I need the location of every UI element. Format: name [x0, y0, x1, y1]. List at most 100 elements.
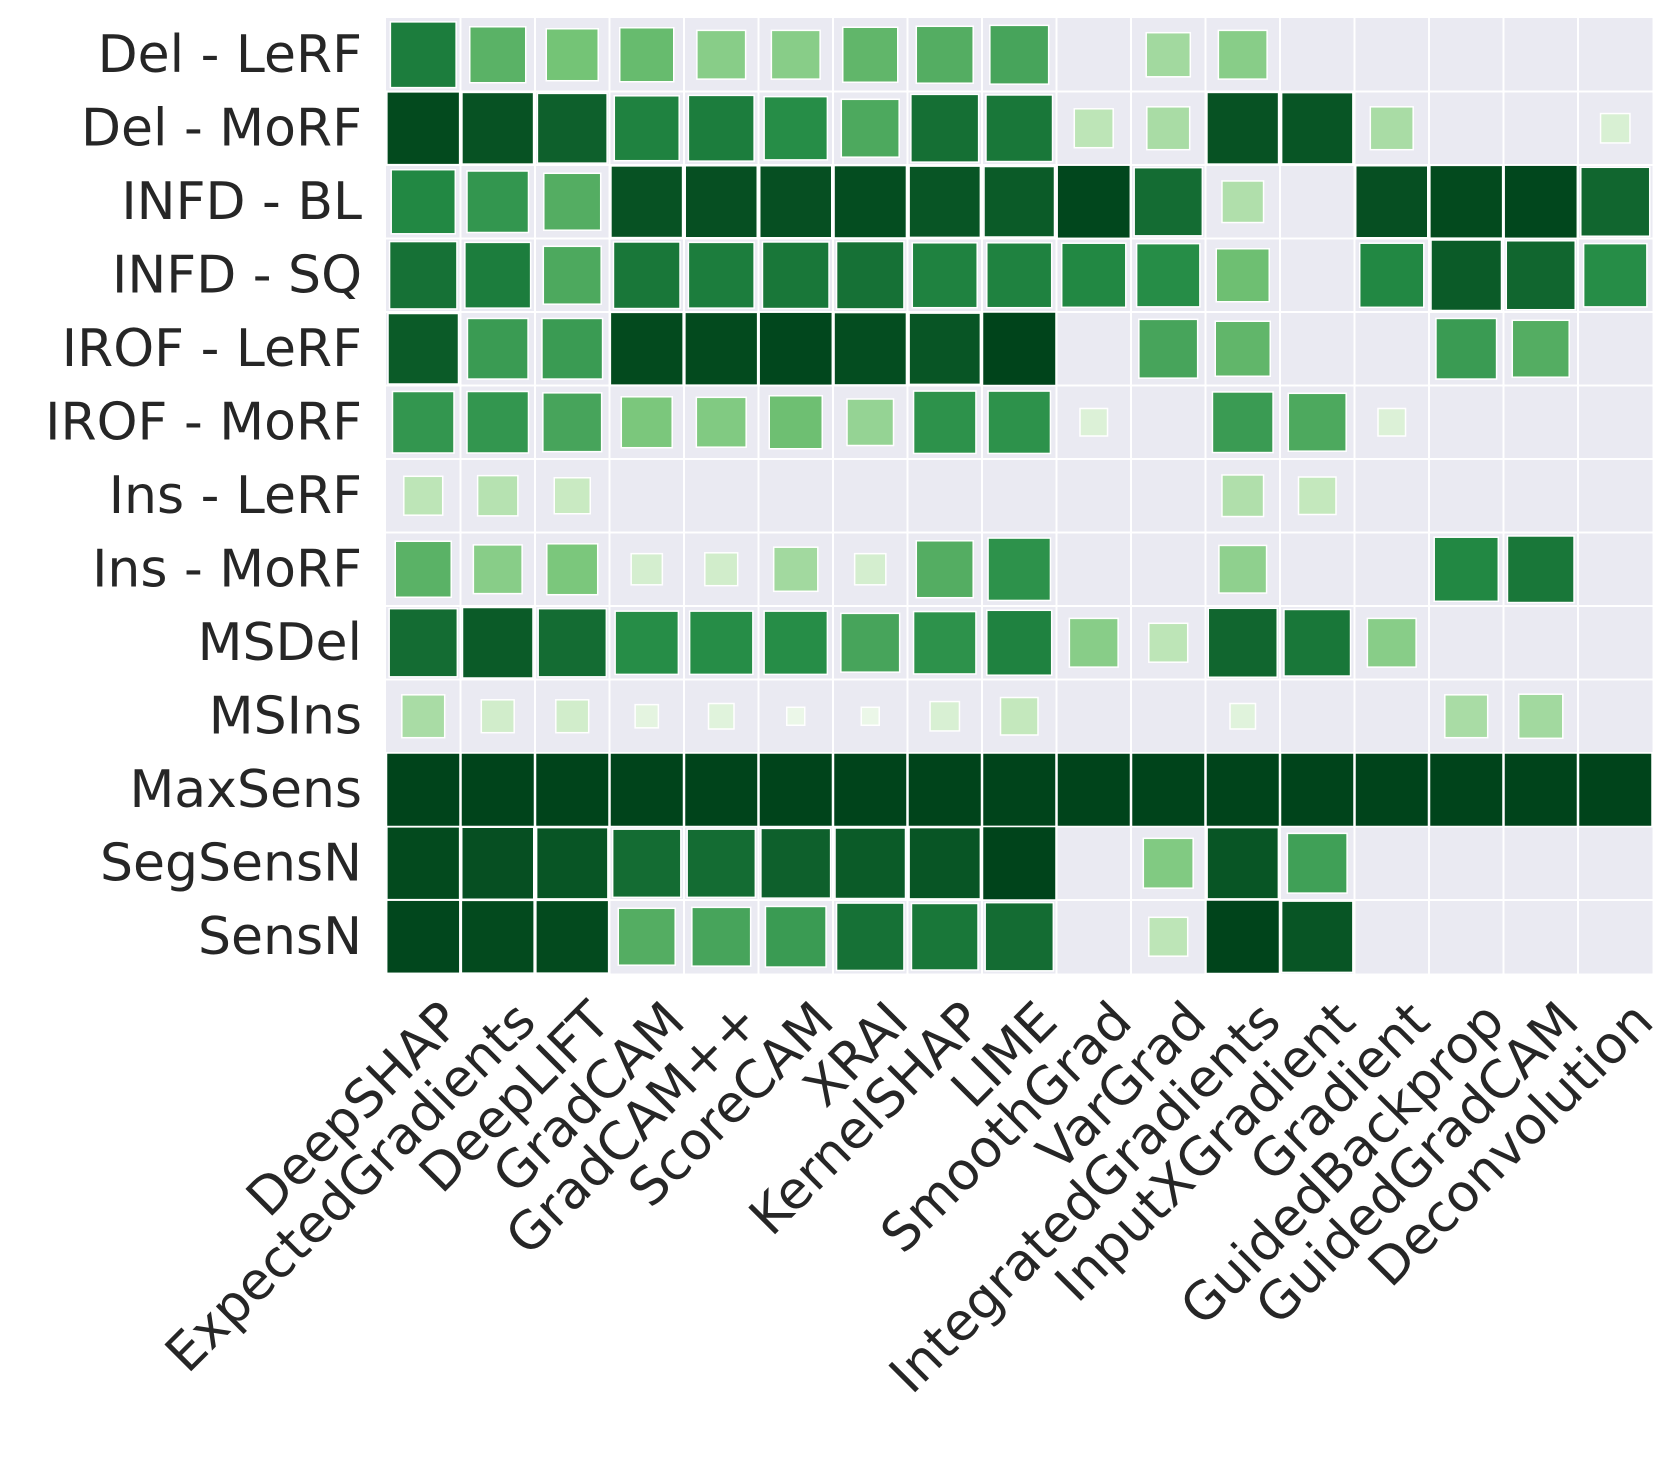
heatmap-cell: [908, 165, 982, 239]
heatmap-cell: [613, 95, 680, 162]
heatmap-cell: [1506, 535, 1575, 604]
heatmap-cell: [687, 94, 755, 162]
heatmap-cell: [684, 311, 759, 386]
heatmap-cell: [1582, 242, 1648, 308]
heatmap-cell: [684, 164, 758, 239]
heatmap-cell: [394, 540, 452, 598]
heatmap-cell: [1503, 164, 1579, 240]
heatmap-cell: [981, 311, 1057, 387]
heatmap-cell: [986, 242, 1053, 309]
heatmap-cell: [989, 24, 1050, 85]
heatmap-cell: [999, 696, 1039, 736]
heatmap-cell: [390, 168, 457, 235]
heatmap-cell: [535, 899, 610, 974]
heatmap-cell: [537, 607, 608, 678]
heatmap-cell: [609, 752, 685, 828]
heatmap-cell: [1577, 752, 1653, 828]
row-label: Del - LeRF: [98, 25, 362, 85]
heatmap-cell: [761, 241, 830, 310]
heatmap-cell: [908, 312, 982, 386]
heatmap-cell: [617, 907, 676, 966]
heatmap-cell: [610, 165, 684, 239]
heatmap-cell: [541, 317, 604, 380]
heatmap-cell: [1146, 106, 1191, 151]
heatmap-cell: [612, 241, 681, 310]
heatmap-cell: [770, 29, 821, 80]
heatmap-cell: [1206, 826, 1280, 900]
heatmap-cell: [908, 826, 982, 900]
heatmap-cell: [464, 241, 532, 309]
heatmap-cell: [860, 706, 880, 726]
heatmap-cell: [758, 752, 834, 828]
heatmap-cell: [1133, 166, 1204, 237]
heatmap-cell: [842, 26, 899, 83]
heatmap-cell: [1429, 164, 1504, 239]
heatmap-cell: [768, 395, 823, 450]
heatmap-cell: [1148, 622, 1189, 663]
heatmap-cell: [1599, 112, 1631, 144]
heatmap-cell: [1444, 694, 1489, 739]
heatmap-cell: [535, 826, 609, 900]
heatmap-cell: [1148, 916, 1189, 957]
heatmap-cell: [1433, 536, 1500, 603]
heatmap-cell: [461, 91, 535, 165]
heatmap-cell: [1283, 608, 1352, 677]
row-label: IROF - MoRF: [45, 392, 362, 452]
row-labels: Del - LeRF Del - MoRF INFD - BL INFD - SQ IR…: [45, 25, 362, 967]
heatmap-cell: [1280, 900, 1354, 974]
heatmap-cell: [1280, 91, 1354, 165]
heatmap-cell: [1218, 544, 1268, 594]
heatmap-cell: [1060, 242, 1127, 309]
heatmap-cell: [985, 94, 1054, 163]
heatmap-cell: [986, 609, 1053, 676]
heatmap-cell: [1206, 91, 1280, 165]
heatmap-cell: [1354, 752, 1430, 828]
heatmap-cell: [929, 700, 961, 732]
heatmap-cell: [1130, 752, 1206, 828]
heatmap-cell: [1073, 108, 1114, 149]
heatmap-cell: [983, 165, 1056, 238]
row-label: MSIns: [209, 686, 362, 746]
heatmap-cell: [1580, 166, 1651, 237]
heatmap-cell: [466, 390, 530, 454]
heatmap-cell: [388, 607, 459, 678]
heatmap-cell: [772, 546, 819, 593]
heatmap-cell: [1297, 476, 1337, 516]
heatmap-cell: [534, 752, 610, 828]
heatmap-cell: [760, 827, 832, 899]
heatmap-cell: [1221, 474, 1265, 518]
heatmap-cell: [403, 475, 444, 516]
heatmap-cell: [460, 899, 535, 974]
heatmap-cell: [915, 540, 974, 599]
heatmap-cell: [912, 390, 977, 455]
heatmap-cell: [1287, 392, 1347, 452]
heatmap-cell: [1056, 752, 1132, 828]
heatmap-cell: [389, 21, 457, 89]
heatmap-cell: [1215, 248, 1270, 303]
row-label: INFD - SQ: [112, 245, 362, 305]
heatmap-cell: [386, 91, 461, 166]
heatmap-cell: [620, 396, 673, 449]
heatmap-cell: [686, 828, 757, 899]
heatmap-cell: [981, 752, 1057, 828]
heatmap-cell: [691, 906, 752, 967]
row-label: MSDel: [198, 613, 362, 673]
heatmap-cell: [401, 694, 446, 739]
heatmap-cell: [630, 552, 664, 586]
heatmap-cell: [1142, 837, 1194, 889]
heatmap-cell: [555, 699, 590, 734]
heatmap-cell: [1279, 752, 1355, 828]
heatmap-cell: [386, 826, 461, 901]
heatmap-cell: [763, 95, 829, 161]
heatmap-cell: [1221, 180, 1265, 224]
row-label: Ins - LeRF: [109, 466, 362, 526]
heatmap-cell: [1430, 239, 1503, 312]
heatmap-cell: [853, 552, 887, 586]
heatmap-cell: [466, 317, 529, 380]
heatmap-cell: [1205, 752, 1281, 828]
heatmap-cell: [1211, 391, 1274, 454]
heatmap-cell: [385, 752, 461, 828]
row-label: INFD - BL: [121, 172, 362, 232]
heatmap-cell: [385, 899, 461, 975]
